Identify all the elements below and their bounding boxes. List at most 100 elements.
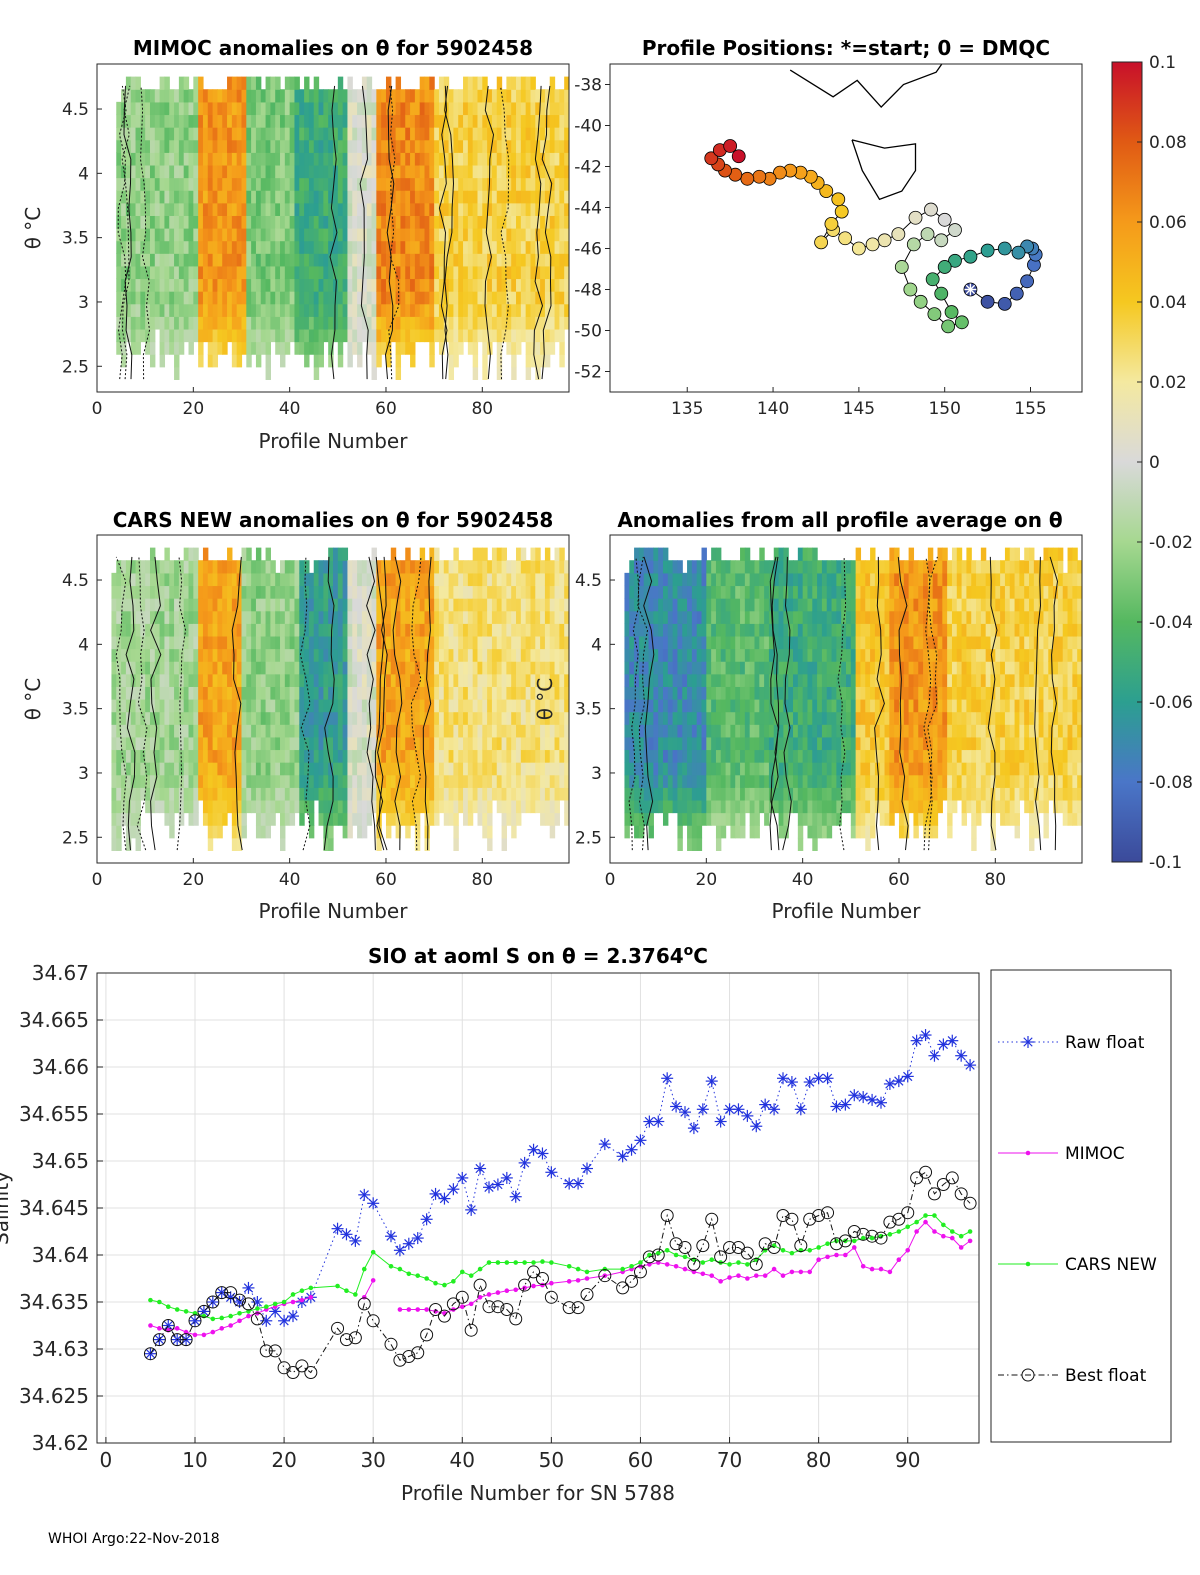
heatmap-cell [559,711,565,725]
heatmap-cell [788,623,794,637]
heatmap-cell [667,610,674,624]
heatmap-cell [754,623,760,637]
heatmap-cell [260,303,267,317]
heatmap-cell [270,762,276,776]
heatmap-cell [212,354,219,368]
heatmap-cell [270,774,276,788]
heatmap-cell [337,89,344,103]
heatmap-cell [371,699,377,713]
heatmap-cell [768,635,775,650]
heatmap-cell [429,724,435,738]
heatmap-cell [304,736,310,751]
heatmap-cell [231,787,238,801]
heatmap-cell [535,749,541,763]
heatmap-cell [715,661,722,675]
heatmap-cell [687,749,693,763]
heatmap-cell [342,661,349,675]
heatmap-cell [501,648,507,662]
heatmap-cell [410,89,416,103]
heatmap-cell [357,328,363,343]
heatmap-cell [711,598,717,612]
heatmap-cell [265,341,271,355]
heatmap-cell [715,547,722,561]
heatmap-cell [159,724,166,738]
heatmap-cell [677,724,683,738]
heatmap-cell [634,661,640,675]
x-tick-label: 140 [757,399,789,419]
heatmap-cell [270,749,276,763]
heatmap-cell [559,240,565,254]
heatmap-cell [385,89,392,103]
heatmap-cell [419,762,426,776]
heatmap-cell [178,635,185,650]
heatmap-cell [342,278,349,292]
heatmap-cell [275,164,281,179]
heatmap-cell [405,202,411,216]
heatmap-cell [352,623,358,637]
heatmap-cell [453,560,459,574]
heatmap-cell [429,354,435,368]
heatmap-cell [289,89,296,103]
heatmap-cell [453,686,459,700]
heatmap-cell [241,762,247,776]
heatmap-cell [164,265,170,280]
heatmap-cell [202,648,209,662]
heatmap-cell [400,152,406,166]
heatmap-cell [323,114,329,128]
heatmap-cell [159,699,166,713]
heatmap-cell [662,673,669,687]
heatmap-cell [443,152,450,166]
heatmap-cell [554,661,560,675]
heatmap-cell [241,278,247,292]
heatmap-cell [424,328,430,343]
heatmap-cell [241,76,247,90]
heatmap-cell [429,547,435,561]
heatmap-cell [653,560,659,574]
heatmap-cell [260,316,267,330]
y-tick-label: 4.5 [62,100,89,120]
heatmap-cell [222,164,228,179]
heatmap-cell [410,253,416,267]
heatmap-cell [414,190,421,204]
heatmap-cell [135,228,141,242]
heatmap-cell [520,787,527,801]
heatmap-cell [759,560,765,574]
heatmap-cell [511,278,517,292]
heatmap-cell [241,215,247,229]
heatmap-cell [540,114,546,128]
heatmap-cell [463,585,469,599]
heatmap-cell [289,623,296,637]
heatmap-cell [323,724,329,738]
heatmap-cell [749,787,756,801]
heatmap-cell [116,585,122,599]
heatmap-cell [501,623,507,637]
heatmap-cell [280,774,286,788]
heatmap-cell [525,190,532,204]
heatmap-cell [212,787,219,801]
heatmap-cell [735,825,741,839]
heatmap-cell [715,673,722,687]
heatmap-cell [429,202,435,216]
heatmap-cell [111,825,117,839]
heatmap-cell [111,623,117,637]
heatmap-cell [183,89,190,103]
heatmap-cell [535,228,541,242]
heatmap-cell [759,711,765,725]
contour-line [377,556,388,851]
heatmap-cell [280,673,286,687]
heatmap-cell [414,316,421,330]
heatmap-cell [130,799,137,814]
heatmap-cell [496,152,503,166]
heatmap-cell [725,661,732,675]
heatmap-cell [241,711,247,725]
profile-position-marker [944,305,959,319]
heatmap-cell [149,253,156,267]
heatmap-cell [217,711,223,725]
heatmap-cell [217,177,223,191]
heatmap-cell [506,673,512,687]
heatmap-cell [294,76,300,90]
heatmap-cell [768,749,775,763]
heatmap-cell [313,101,320,116]
heatmap-cell [116,762,122,776]
heatmap-cell [788,749,794,763]
